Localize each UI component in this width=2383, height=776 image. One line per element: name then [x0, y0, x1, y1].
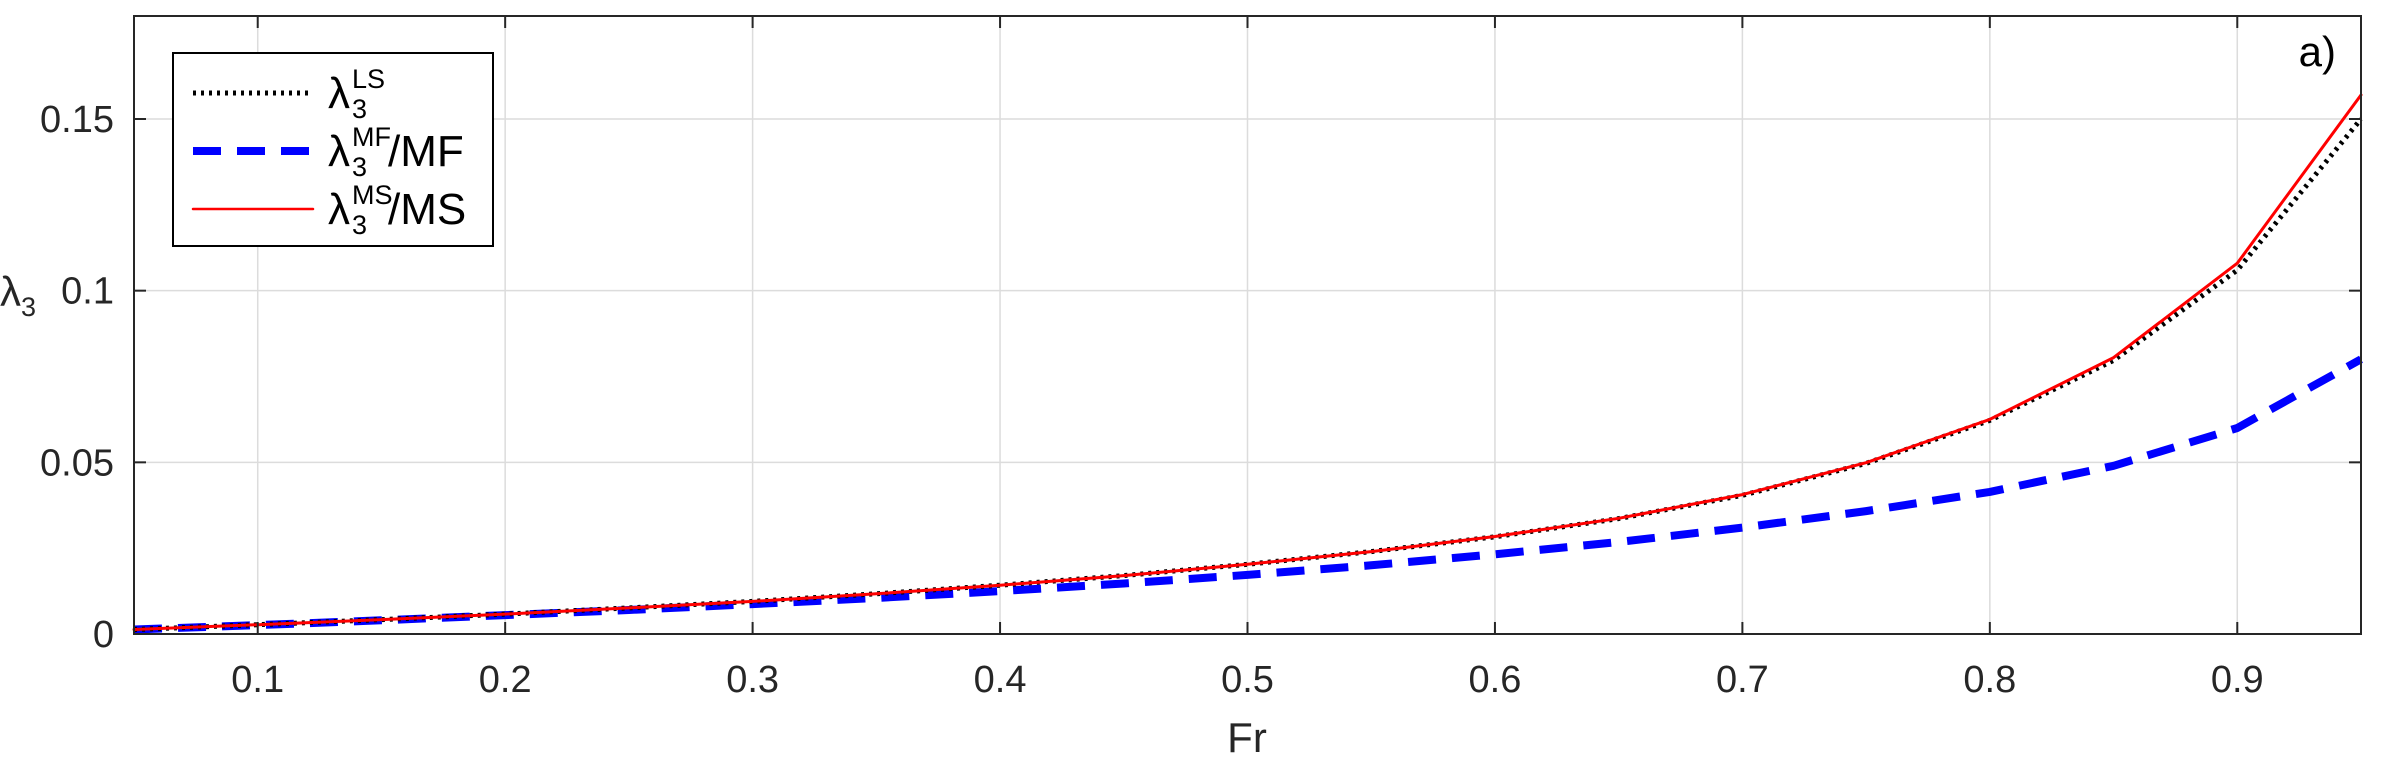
x-tick-label: 0.1 — [231, 659, 284, 701]
y-tick-label: 0 — [93, 614, 114, 656]
x-tick-label: 0.2 — [479, 659, 532, 701]
legend-label: λMF 3/MF — [328, 122, 464, 182]
x-tick-label: 0.9 — [2211, 659, 2264, 701]
x-tick-label: 0.8 — [1963, 659, 2016, 701]
x-axis-ticks: 0.1 0.2 0.3 0.4 0.5 0.6 0.7 0.8 0.9 — [231, 16, 2264, 701]
y-tick-label: 0.1 — [61, 271, 114, 313]
grid-lines — [134, 16, 2361, 634]
series-layer — [132, 93, 2363, 634]
legend-label-base: λ — [328, 69, 350, 118]
x-tick-label: 0.3 — [726, 659, 779, 701]
y-tick-label: 0.05 — [40, 442, 114, 484]
y-axis-label: λ3 — [0, 268, 36, 322]
legend-label-superscript: LS — [352, 64, 385, 94]
legend-label-base: λ — [328, 127, 350, 176]
legend-label-subscript: 3 — [352, 210, 367, 240]
legend-label-subscript: 3 — [352, 94, 367, 124]
legend-label-base: λ — [328, 185, 350, 234]
y-axis-label-base: λ — [0, 268, 21, 315]
series-line-ms — [132, 93, 2363, 631]
x-axis-label: Fr — [1227, 714, 1267, 761]
legend-label: λLS 3 — [328, 64, 385, 124]
y-tick-label: 0.15 — [40, 99, 114, 141]
legend-label-suffix: /MS — [388, 185, 466, 234]
legend-label-superscript: MS — [352, 180, 393, 210]
legend-box — [172, 52, 494, 247]
x-tick-label: 0.7 — [1716, 659, 1769, 701]
x-tick-label: 0.6 — [1469, 659, 1522, 701]
x-tick-label: 0.4 — [974, 659, 1027, 701]
y-axis-label-subscript: 3 — [21, 292, 36, 322]
legend-label: λMS 3/MS — [328, 180, 466, 240]
x-tick-label: 0.5 — [1221, 659, 1274, 701]
legend-label-subscript: 3 — [352, 152, 367, 182]
legend-label-superscript: MF — [352, 122, 391, 152]
panel-label: a) — [2299, 28, 2336, 75]
y-axis-ticks: 0 0.05 0.1 0.15 — [40, 99, 2361, 656]
legend-label-suffix: /MF — [388, 127, 464, 176]
